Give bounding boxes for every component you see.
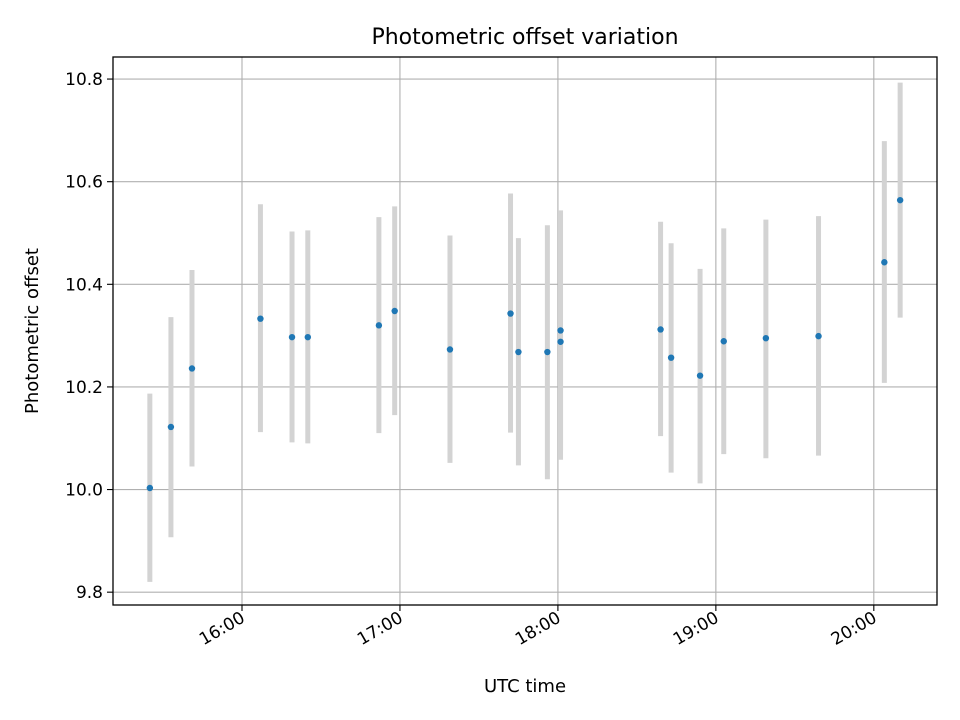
x-axis-label: UTC time [484, 676, 566, 697]
data-point [815, 332, 822, 340]
data-point [544, 348, 551, 356]
y-axis-label: Photometric offset [22, 248, 43, 414]
data-point [146, 484, 154, 492]
data-point [188, 365, 196, 372]
data-point [881, 259, 888, 266]
y-tick-label: 10.0 [65, 481, 103, 501]
y-tick-label: 10.4 [65, 275, 103, 295]
y-tick-label: 10.8 [65, 70, 103, 90]
data-point [375, 322, 383, 329]
data-point [288, 333, 296, 341]
data-point [515, 348, 522, 356]
data-point [446, 346, 454, 353]
y-tick-label: 10.6 [65, 173, 103, 193]
data-point [696, 372, 704, 379]
data-point [720, 338, 727, 345]
data-point [507, 310, 514, 317]
data-point [391, 307, 398, 315]
data-point [667, 354, 675, 361]
chart-title: Photometric offset variation [371, 25, 678, 50]
data-point [167, 423, 175, 431]
data-point [557, 338, 564, 345]
data-points [146, 196, 904, 492]
plot-frame [112, 56, 938, 606]
data-point [257, 315, 264, 322]
data-point [557, 327, 564, 334]
y-tick-label: 9.8 [76, 583, 103, 603]
data-point [762, 334, 770, 342]
data-point [304, 333, 312, 341]
data-point [657, 326, 664, 333]
y-tick-label: 10.2 [65, 378, 103, 398]
data-point [896, 196, 904, 204]
